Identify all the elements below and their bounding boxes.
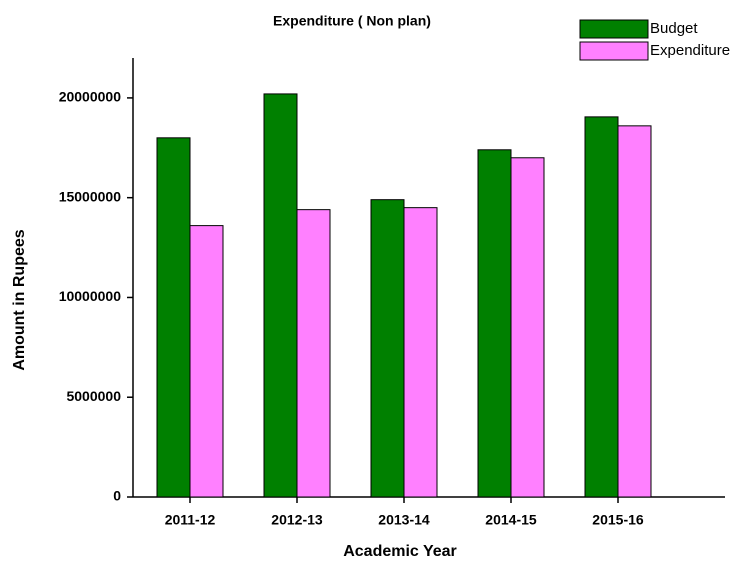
x-tick-label: 2015-16 xyxy=(592,512,644,528)
y-tick-label: 0 xyxy=(113,488,121,504)
x-tick-label: 2011-12 xyxy=(165,512,216,528)
bar xyxy=(263,93,298,498)
y-tick-label: 20000000 xyxy=(59,89,122,105)
bar xyxy=(477,149,512,498)
legend-text: Budget xyxy=(650,20,698,37)
x-axis-label: Academic Year xyxy=(343,543,457,560)
bar xyxy=(584,116,619,498)
legend-swatch xyxy=(579,19,649,39)
bar xyxy=(617,125,652,498)
x-tick-label: 2014-15 xyxy=(485,512,537,528)
legend-swatch xyxy=(579,41,649,61)
chart-title: Expenditure ( Non plan) xyxy=(273,13,431,29)
bar xyxy=(156,137,191,498)
y-tick-label: 15000000 xyxy=(59,188,122,204)
x-tick-label: 2012-13 xyxy=(271,512,323,528)
bar xyxy=(510,157,545,498)
legend-text: Expenditure xyxy=(650,42,730,59)
bar xyxy=(370,199,405,498)
y-tick-label: 5000000 xyxy=(66,388,121,404)
y-axis-label: Amount in Rupees xyxy=(11,229,28,370)
y-tick-label: 10000000 xyxy=(59,288,122,304)
bar xyxy=(296,209,331,498)
x-tick-label: 2013-14 xyxy=(378,512,430,528)
bar xyxy=(189,225,224,498)
bar xyxy=(403,207,438,498)
